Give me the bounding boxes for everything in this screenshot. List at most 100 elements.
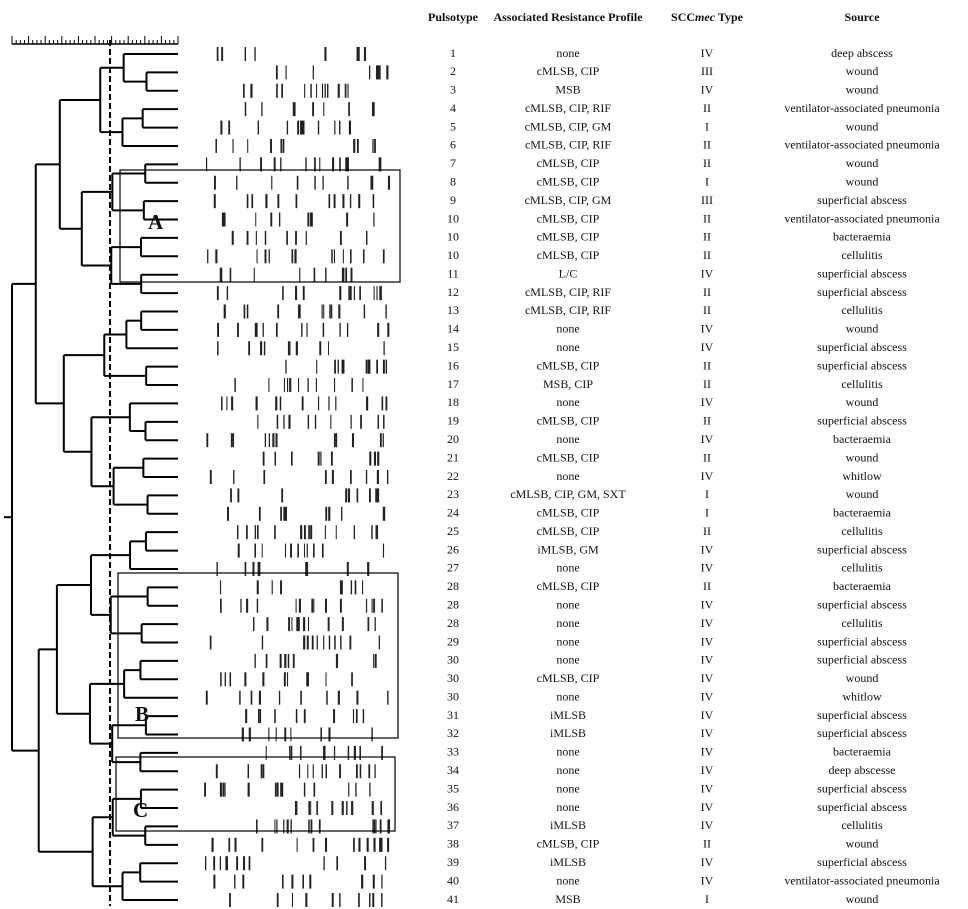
table-cell: cellulitis bbox=[841, 303, 883, 317]
table-cell: I bbox=[705, 119, 709, 133]
table-cell: L/C bbox=[559, 266, 578, 280]
table-cell: wound bbox=[846, 450, 879, 464]
table-cell: II bbox=[703, 414, 711, 428]
table-cell: deep abscess bbox=[831, 46, 893, 60]
table-cell: wound bbox=[846, 892, 879, 906]
table-cell: cMLSB, CIP bbox=[537, 230, 600, 244]
table-cell: none bbox=[556, 745, 579, 759]
table-cell: 1 bbox=[450, 46, 456, 60]
table-cell: IV bbox=[701, 469, 714, 483]
column-header: SCCmec Type bbox=[671, 10, 744, 24]
table-cell: whitlow bbox=[842, 469, 882, 483]
table-cell: IV bbox=[701, 340, 714, 354]
table-cell: none bbox=[556, 781, 579, 795]
table-cell: 4 bbox=[450, 101, 456, 115]
table-cell: superficial abscess bbox=[817, 781, 907, 795]
dendrogram bbox=[4, 54, 178, 900]
table-cell: cMLSB, CIP bbox=[537, 450, 600, 464]
table-cell: 5 bbox=[450, 119, 456, 133]
table-cell: II bbox=[703, 211, 711, 225]
table-cell: none bbox=[556, 561, 579, 575]
table-cell: IV bbox=[701, 800, 714, 814]
table-cell: 9 bbox=[450, 193, 456, 207]
table-cell: superficial abscess bbox=[817, 542, 907, 556]
table-cell: IV bbox=[701, 616, 714, 630]
table-cell: cMLSB, CIP bbox=[537, 211, 600, 225]
table-cell: IV bbox=[701, 873, 714, 887]
table-cell: II bbox=[703, 248, 711, 262]
table-cell: cellulitis bbox=[841, 616, 883, 630]
table-cell: 8 bbox=[450, 174, 456, 188]
table-cell: IV bbox=[701, 266, 714, 280]
table-cell: II bbox=[703, 285, 711, 299]
table-cell: bacteraemia bbox=[833, 506, 892, 520]
table-cell: 7 bbox=[450, 156, 456, 170]
table-cell: IV bbox=[701, 781, 714, 795]
table-cell: iMLSB bbox=[550, 818, 586, 832]
table-cell: 38 bbox=[447, 837, 459, 851]
table-cell: cellulitis bbox=[841, 818, 883, 832]
cluster-box bbox=[116, 757, 395, 831]
table-cell: 27 bbox=[447, 561, 459, 575]
table-cell: II bbox=[703, 156, 711, 170]
table-cell: 18 bbox=[447, 395, 459, 409]
table-cell: 28 bbox=[447, 597, 459, 611]
table-cell: 32 bbox=[447, 726, 459, 740]
table-cell: MSB, CIP bbox=[543, 377, 593, 391]
table-cell: cMLSB, CIP bbox=[537, 671, 600, 685]
table-cell: cMLSB, CIP bbox=[537, 414, 600, 428]
table-cell: 2 bbox=[450, 64, 456, 78]
table-cell: MSB bbox=[555, 892, 580, 906]
table-cell: 26 bbox=[447, 542, 459, 556]
table-cell: IV bbox=[701, 83, 714, 97]
table-cell: 12 bbox=[447, 285, 459, 299]
table-cell: 28 bbox=[447, 616, 459, 630]
table-cell: none bbox=[556, 597, 579, 611]
table-cell: cellulitis bbox=[841, 248, 883, 262]
table-cell: cMLSB, CIP, GM bbox=[525, 119, 612, 133]
table-cell: 11 bbox=[447, 266, 459, 280]
table-cell: 22 bbox=[447, 469, 459, 483]
table-cell: IV bbox=[701, 818, 714, 832]
table-cell: I bbox=[705, 174, 709, 188]
table-cell: ventilator-associated pneumonia bbox=[784, 138, 940, 152]
table-cell: II bbox=[703, 358, 711, 372]
header-part: mec bbox=[695, 10, 716, 24]
cluster-label: C bbox=[133, 798, 148, 822]
table-cell: cMLSB, CIP bbox=[537, 579, 600, 593]
table-cell: IV bbox=[701, 653, 714, 667]
table-cell: none bbox=[556, 800, 579, 814]
table-cell: cMLSB, CIP bbox=[537, 506, 600, 520]
table-cell: cMLSB, CIP bbox=[537, 174, 600, 188]
cluster-label: B bbox=[135, 702, 149, 726]
table-cell: 33 bbox=[447, 745, 459, 759]
table-cell: cMLSB, CIP, RIF bbox=[525, 285, 611, 299]
table-cell: superficial abscess bbox=[817, 726, 907, 740]
table-cell: II bbox=[703, 101, 711, 115]
table-cell: 17 bbox=[447, 377, 459, 391]
table-cell: 30 bbox=[447, 689, 459, 703]
table-cell: cMLSB, CIP, RIF bbox=[525, 138, 611, 152]
table-cell: cMLSB, CIP, RIF bbox=[525, 101, 611, 115]
table-cell: 10 bbox=[447, 211, 459, 225]
table-cell: bacteraemia bbox=[833, 230, 892, 244]
table-cell: 39 bbox=[447, 855, 459, 869]
table-cell: cMLSB, CIP bbox=[537, 64, 600, 78]
table-cell: cellulitis bbox=[841, 377, 883, 391]
table-cell: ventilator-associated pneumonia bbox=[784, 101, 940, 115]
table-cell: 20 bbox=[447, 432, 459, 446]
gel-bands bbox=[205, 47, 389, 907]
table-cell: superficial abscess bbox=[817, 653, 907, 667]
table-cell: wound bbox=[846, 119, 879, 133]
table-cell: cellulitis bbox=[841, 524, 883, 538]
table-cell: cMLSB, CIP bbox=[537, 248, 600, 262]
table-cell: wound bbox=[846, 322, 879, 336]
table-cell: III bbox=[701, 193, 713, 207]
table-cell: 10 bbox=[447, 248, 459, 262]
table-cell: 36 bbox=[447, 800, 459, 814]
column-header: Pulsotype bbox=[428, 10, 479, 24]
table-cell: IV bbox=[701, 689, 714, 703]
table-cell: II bbox=[703, 837, 711, 851]
table-cell: IV bbox=[701, 745, 714, 759]
table-cell: 13 bbox=[447, 303, 459, 317]
